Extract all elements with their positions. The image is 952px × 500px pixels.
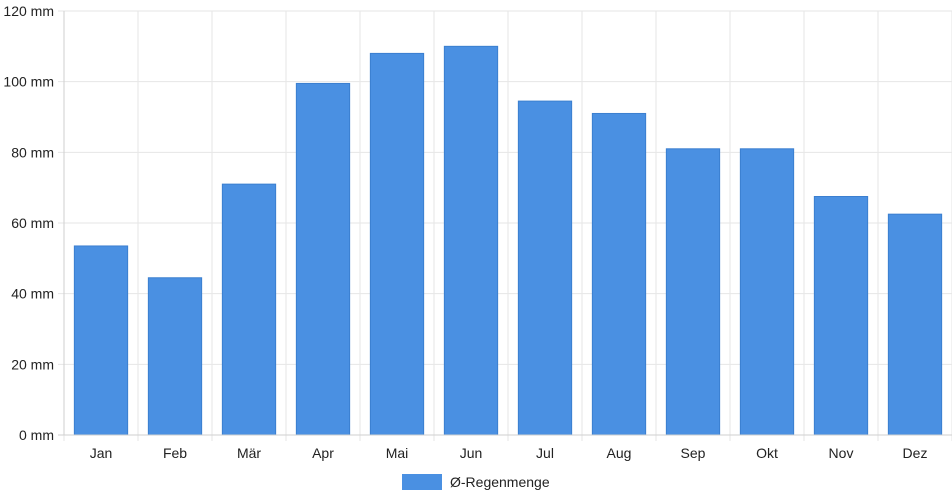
x-tick-label: Jun: [460, 445, 483, 461]
y-tick-labels: 0 mm 20 mm 40 mm 60 mm 80 mm 100 mm 120 mm: [3, 3, 54, 443]
bars: [73, 45, 943, 436]
bar-Okt: [739, 148, 795, 436]
bar-Feb: [147, 277, 203, 436]
bar-Sep: [665, 148, 721, 436]
x-tick-label: Jul: [536, 445, 554, 461]
legend-swatch[interactable]: [402, 474, 442, 490]
y-tick-label: 40 mm: [11, 286, 54, 302]
bar-Dez: [887, 213, 943, 436]
x-tick-label: Okt: [756, 445, 778, 461]
x-tick-label: Aug: [607, 445, 632, 461]
x-tick-label: Apr: [312, 445, 334, 461]
bar-Mai: [369, 52, 425, 436]
legend[interactable]: Ø-Regenmenge: [402, 472, 550, 492]
x-tick-labels: Jan Feb Mär Apr Mai Jun Jul Aug Sep Okt Nov Dez: [90, 445, 928, 461]
y-tick-label: 120 mm: [3, 3, 54, 19]
x-tick-label: Mär: [237, 445, 261, 461]
axes: [58, 11, 952, 436]
x-tick-label: Sep: [681, 445, 706, 461]
y-tick-label: 100 mm: [3, 74, 54, 90]
bar-Aug: [591, 112, 647, 436]
legend-label[interactable]: Ø-Regenmenge: [450, 474, 550, 490]
y-tick-label: 80 mm: [11, 144, 54, 160]
bar-Apr: [295, 82, 351, 436]
y-tick-label: 20 mm: [11, 356, 54, 372]
x-tick-label: Nov: [829, 445, 854, 461]
bar-Jun: [443, 45, 499, 436]
bar-Jul: [517, 100, 573, 436]
y-tick-label: 0 mm: [19, 427, 54, 443]
bar-Mär: [221, 183, 277, 436]
y-tick-label: 60 mm: [11, 215, 54, 231]
grid-lines: [58, 10, 952, 441]
bar-Jan: [73, 245, 129, 436]
bar-Nov: [813, 196, 869, 436]
x-tick-label: Jan: [90, 445, 113, 461]
x-tick-label: Mai: [386, 445, 409, 461]
x-tick-label: Dez: [903, 445, 928, 461]
x-tick-label: Feb: [163, 445, 187, 461]
